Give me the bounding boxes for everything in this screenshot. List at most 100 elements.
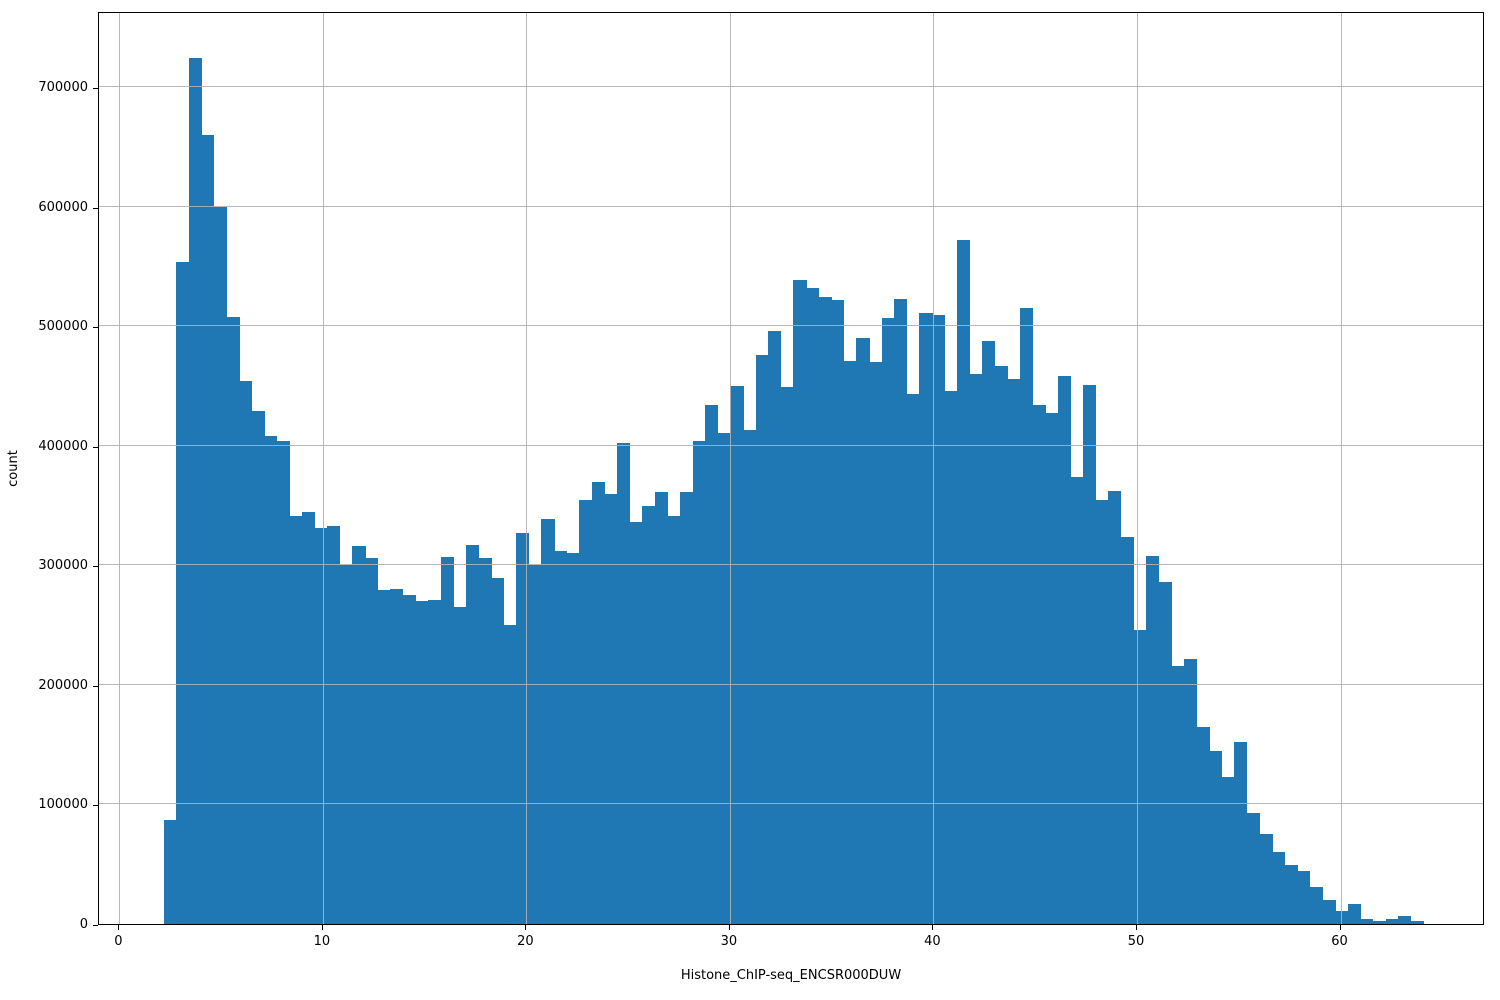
histogram-bar [995,365,1009,924]
x-gridline [526,13,528,924]
histogram-bar [1347,903,1361,924]
histogram-bar [1045,413,1059,924]
y-tick-label: 100000 [38,797,88,813]
histogram-bar [1385,918,1399,924]
histogram-bar [528,565,542,924]
histogram-bar [541,518,555,924]
x-tick-mark [321,925,323,930]
histogram-bar [1259,834,1273,924]
histogram-bar [705,405,719,924]
histogram-bar [390,589,404,924]
histogram-bar [503,625,517,924]
histogram-bar [1360,918,1374,924]
y-gridline [99,803,1483,805]
histogram-bar [327,525,341,924]
histogram-bar [1297,871,1311,924]
y-tick-label: 600000 [38,199,88,215]
histogram-bar [591,481,605,924]
histogram-bar [1146,555,1160,924]
x-axis-label: Histone_ChIP-seq_ENCSR000DUW [680,968,902,983]
x-gridline [1136,13,1138,924]
histogram-bar [730,385,744,924]
histogram-bar [264,436,278,924]
histogram-bar [982,340,996,924]
histogram-bar [1032,405,1046,924]
histogram-bar [516,533,530,924]
histogram-bar [276,440,290,924]
histogram-bar [428,599,442,924]
y-tick-label: 0 [79,917,88,932]
histogram-bar [717,432,731,924]
histogram-bar [604,493,618,924]
histogram-bar [957,240,971,924]
x-gridline [322,13,324,924]
histogram-bar [1234,742,1248,924]
histogram-bar [780,387,794,924]
y-tick-label: 700000 [38,80,88,96]
histogram-bar [1183,658,1198,924]
histogram-bar [680,492,694,924]
histogram-bar [478,558,492,924]
histogram-bar [365,558,379,924]
y-gridline [99,325,1483,327]
y-tick-mark [93,566,98,568]
histogram-bar [1095,499,1109,924]
histogram-bar [806,287,820,924]
x-tick-mark [1339,925,1341,930]
histogram-bar [881,317,895,924]
y-axis-label: count [6,450,21,487]
histogram-bar [176,261,190,924]
histogram-bar [843,360,857,924]
histogram-bar [491,578,505,924]
histogram-bar [453,607,467,924]
histogram-bar [932,315,946,924]
histogram-bar [1272,852,1286,924]
histogram-bar [1171,665,1185,924]
histogram-bar [894,298,908,924]
histogram-bar [1070,476,1084,924]
plot-area [98,12,1484,925]
histogram-bar [1309,886,1324,924]
histogram-bar [465,544,479,924]
x-tick-mark [1135,925,1137,930]
histogram-bar [969,374,983,924]
histogram-bar [629,522,643,924]
histogram-bar [1398,915,1412,924]
histogram-bar [654,492,668,924]
y-tick-label: 300000 [38,558,88,574]
histogram-bar [642,505,656,924]
histogram-bar [339,565,353,924]
y-gridline [99,86,1483,88]
histogram-bar [1322,900,1336,924]
histogram-bar [1335,910,1349,924]
y-gridline [99,683,1483,685]
histogram-bar [1057,376,1072,924]
histogram-bar [1020,308,1034,924]
histogram-bar [831,299,845,924]
histogram-bar [554,550,568,924]
x-tick-mark [728,925,730,930]
y-gridline [99,444,1483,446]
y-tick-mark [93,88,98,90]
histogram-bar [314,528,328,924]
histogram-bar [251,411,265,924]
histogram-bar [289,516,303,924]
histogram-bar [415,601,429,924]
histogram-bar [1007,378,1021,924]
histogram-bar [692,440,706,924]
histogram-bar [818,297,832,924]
histogram-bar [1120,536,1135,924]
histogram-bar [201,134,215,924]
histogram-bar [667,516,681,924]
x-tick-label: 10 [313,934,331,949]
histogram-bar [906,394,920,924]
x-tick-label: 40 [924,934,941,949]
histogram-bar [755,354,769,924]
y-tick-mark [93,925,98,926]
y-tick-label: 500000 [38,319,88,335]
histogram-bar [226,316,240,924]
y-tick-label: 400000 [38,438,88,454]
histogram-bar [793,279,807,924]
x-gridline [1340,13,1342,924]
histogram-bar [213,206,227,924]
